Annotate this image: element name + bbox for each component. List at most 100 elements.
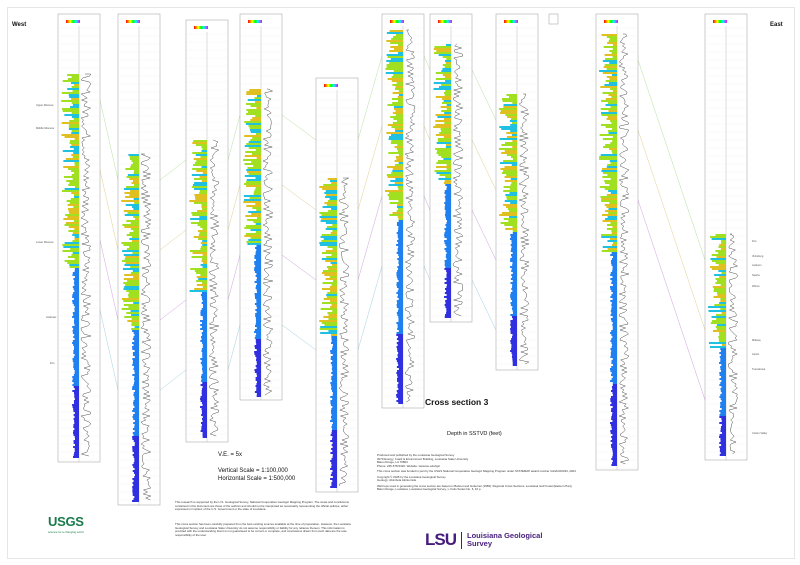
lithology-fill	[197, 224, 207, 226]
lithology-fill	[133, 402, 139, 404]
lithology-fill	[331, 340, 337, 342]
lithology-fill	[201, 166, 207, 168]
lithology-fill	[718, 270, 726, 272]
lithology-fill	[394, 48, 403, 50]
lithology-fill	[255, 231, 261, 233]
lithology-fill	[512, 262, 517, 264]
lithology-fill	[73, 414, 79, 416]
lithology-fill	[73, 432, 79, 434]
credit-line: Phone: 225-578-5320, Website: www.lsu.ed…	[377, 463, 441, 468]
lithology-fill	[331, 348, 337, 350]
lithology-fill	[133, 208, 139, 210]
lithology-fill	[611, 426, 617, 428]
lithology-fill	[434, 170, 451, 172]
lithology-fill	[612, 420, 617, 422]
lithology-fill	[319, 216, 337, 218]
lithology-fill	[612, 152, 617, 154]
lithology-fill	[444, 66, 451, 68]
lithology-fill	[123, 282, 139, 284]
lithology-fill	[610, 162, 617, 164]
lithology-fill	[610, 396, 617, 398]
lithology-fill	[132, 500, 139, 502]
lithology-fill	[74, 258, 79, 260]
lithology-fill	[510, 296, 517, 298]
lithology-fill	[330, 352, 337, 354]
lithology-fill	[446, 58, 451, 60]
lithology-fill	[132, 252, 139, 254]
lithology-fill	[201, 380, 207, 382]
lithology-fill	[69, 140, 79, 142]
lithology-fill	[72, 456, 79, 458]
lithology-fill	[330, 384, 337, 386]
lithology-fill	[71, 154, 79, 156]
lithology-fill	[202, 316, 207, 318]
lithology-fill	[506, 136, 517, 138]
lithology-fill	[330, 232, 337, 234]
lithology-fill	[610, 430, 617, 432]
disclaimer-liability: This cross section has been carefully pr…	[175, 522, 351, 537]
lithology-fill	[331, 408, 337, 410]
lithology-fill	[396, 390, 403, 392]
lithology-fill	[397, 266, 403, 268]
lithology-fill	[68, 94, 79, 96]
lithology-fill	[719, 396, 726, 398]
lithology-fill	[255, 319, 261, 321]
lithology-fill	[134, 460, 139, 462]
lithology-fill	[331, 462, 337, 464]
lithology-fill	[133, 336, 139, 338]
lithology-fill	[398, 316, 403, 318]
lithology-fill	[610, 368, 617, 370]
lithology-fill	[200, 242, 207, 244]
lithology-fill	[65, 214, 79, 216]
lithology-fill	[331, 368, 337, 370]
lithology-fill	[504, 166, 517, 168]
lithology-fill	[612, 136, 617, 138]
lithology-fill	[123, 188, 139, 190]
lithology-fill	[719, 450, 726, 452]
lithology-fill	[720, 428, 726, 430]
lithology-fill	[255, 297, 261, 299]
usgs-logo: USGS science for a changing world	[48, 513, 84, 534]
lithology-fill	[132, 464, 139, 466]
lithology-fill	[605, 80, 617, 82]
lithology-fill	[202, 262, 207, 264]
lithology-fill	[611, 264, 617, 266]
lithology-fill	[201, 350, 207, 352]
lithology-fill	[194, 188, 207, 190]
lithology-fill	[71, 102, 79, 104]
lithology-fill	[63, 246, 79, 248]
lithology-fill	[389, 30, 403, 32]
lithology-fill	[392, 36, 403, 38]
lithology-fill	[323, 298, 337, 300]
lithology-fill	[604, 188, 617, 190]
lithology-fill	[612, 388, 617, 390]
lithology-fill	[74, 396, 79, 398]
lithology-fill	[721, 400, 726, 402]
lithology-fill	[606, 118, 617, 120]
lithology-fill	[512, 362, 517, 364]
color-scale-legend	[324, 84, 338, 87]
lithology-fill	[605, 218, 617, 220]
lithology-fill	[256, 381, 261, 383]
lithology-fill	[719, 332, 726, 334]
lithology-fill	[398, 226, 403, 228]
lithology-fill	[202, 254, 207, 256]
lithology-fill	[386, 32, 403, 34]
lithology-fill	[720, 300, 726, 302]
lithology-fill	[397, 324, 403, 326]
lithology-fill	[609, 62, 617, 64]
lithology-fill	[254, 295, 261, 297]
lithology-fill	[503, 106, 517, 108]
lithology-fill	[505, 194, 517, 196]
lithology-fill	[435, 148, 451, 150]
lithology-fill	[446, 274, 451, 276]
lithology-fill	[74, 162, 79, 164]
lithology-fill	[435, 114, 451, 116]
lithology-fill	[612, 394, 617, 396]
lithology-fill	[389, 50, 403, 52]
lithology-fill	[202, 282, 207, 284]
lithology-fill	[605, 182, 617, 184]
lithology-fill	[504, 150, 517, 152]
lithology-fill	[251, 161, 261, 163]
lithology-fill	[441, 84, 451, 86]
